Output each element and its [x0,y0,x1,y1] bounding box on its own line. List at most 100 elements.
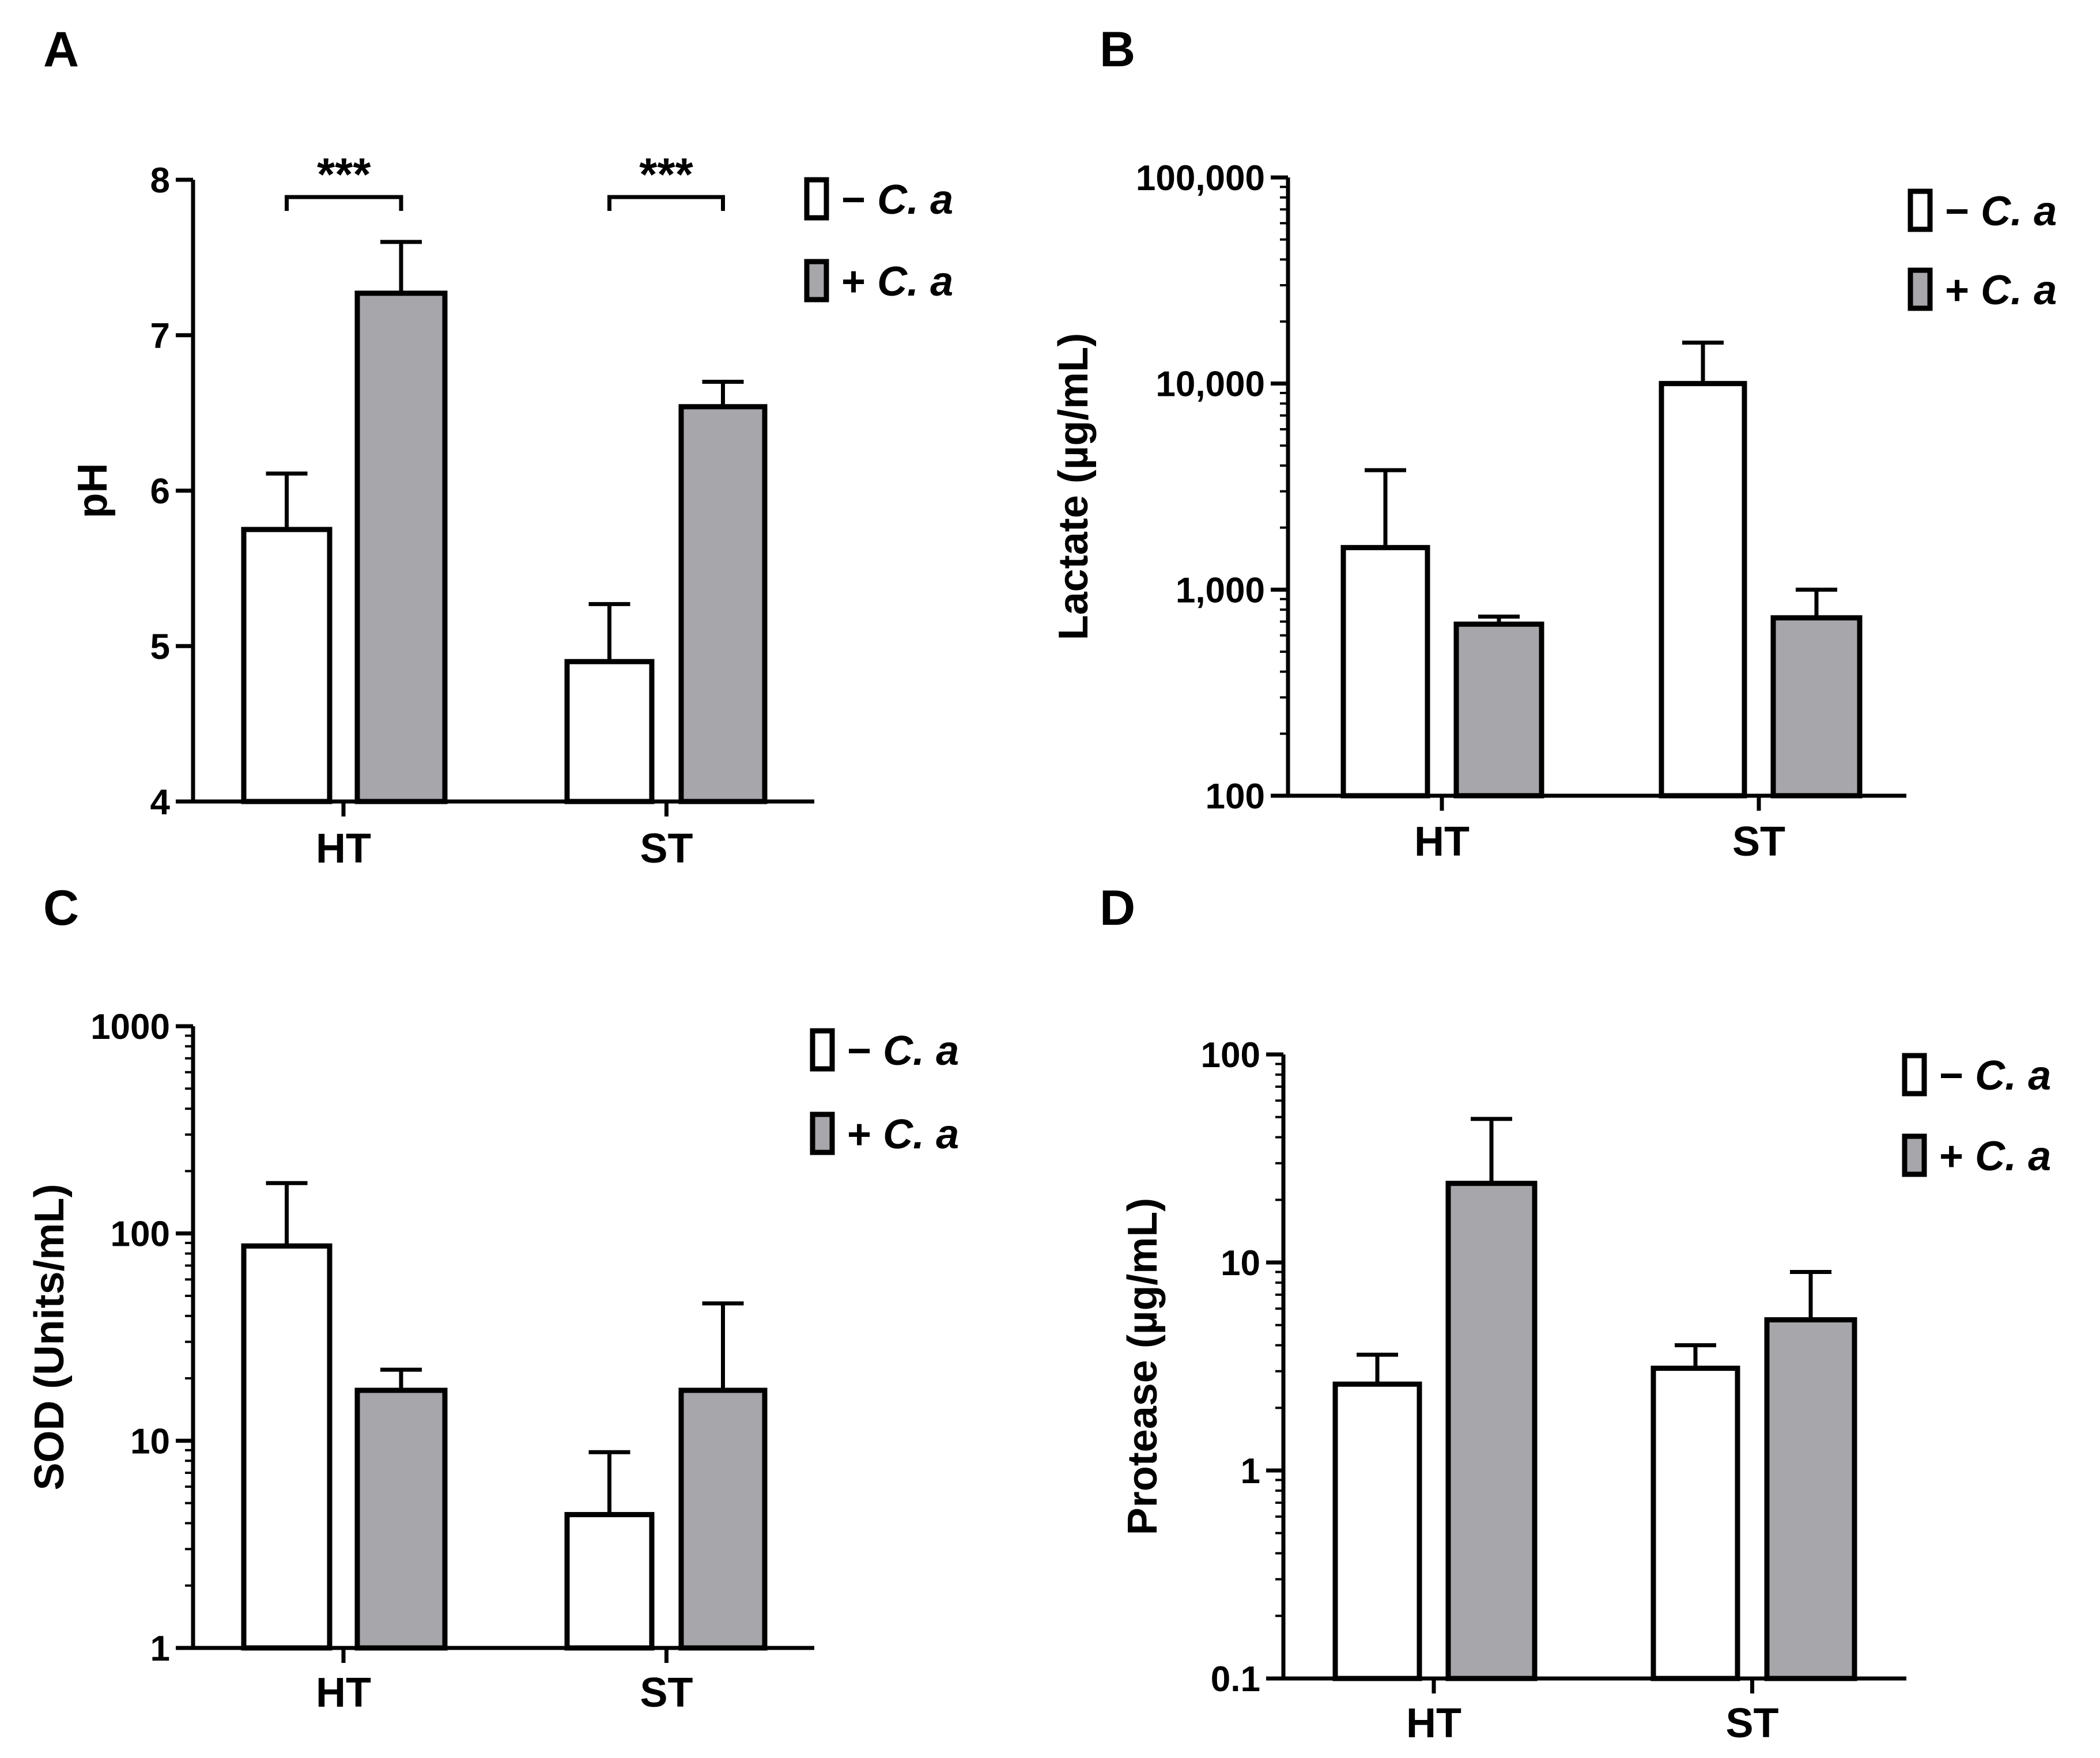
x-tick-label: ST [640,1670,693,1716]
legend-plus-ca: + C. a [810,1111,959,1158]
x-tick-label: ST [1732,819,1785,865]
legend-swatch [1902,1053,1927,1097]
panel-a: A 4 5 6 7 8 pH HT ST *** *** [43,22,814,872]
legend-sign: + [841,259,877,305]
legend-label: − C. a [1939,1053,2051,1099]
significance-label: *** [639,149,693,200]
bar-ht-plus-ca [1453,621,1544,799]
legend-species: C. a [877,259,953,305]
legend: − C. a+ C. a [1902,1053,2051,1179]
x-tick-label: HT [316,826,371,872]
y-axis-title: Lactate (µg/mL) [1051,333,1097,641]
legend-swatch [1908,188,1933,232]
significance-bracket [285,195,403,211]
y-axis-title: SOD (Units/mL) [27,1184,73,1491]
legend: − C. a+ C. a [810,1028,959,1158]
legend-label: − C. a [841,177,953,223]
legend-label: − C. a [1945,188,2057,235]
y-tick-label: 10 [130,1421,170,1461]
y-tick-label: 100 [1201,1035,1260,1075]
x-tick-label: HT [1406,1700,1461,1746]
bar-ht-minus-ca [1340,545,1430,799]
y-tick-label: 10 [1221,1243,1260,1283]
x-tick-label: HT [1414,819,1470,865]
legend-swatch [810,1111,835,1155]
legend-species: C. a [883,1028,959,1074]
legend-species: C. a [1975,1053,2051,1099]
bar-st-plus-ca [1770,615,1863,799]
legend-sign: − [1939,1053,1975,1099]
legend-label: + C. a [847,1111,959,1158]
y-axis-title: Protease (µg/mL) [1120,1198,1166,1536]
x-tick-label: ST [640,826,693,872]
legend-minus-ca: − C. a [1902,1053,2051,1099]
legend-swatch [810,1028,835,1072]
legend-plus-ca: + C. a [1902,1133,2051,1179]
y-axis-title: pH [70,463,116,519]
bar-ht-minus-ca [1332,1381,1422,1681]
y-tick-label: 10,000 [1155,365,1265,404]
bar-st-plus-ca [678,1388,768,1651]
legend-plus-ca: + C. a [804,259,953,305]
legend-species: C. a [1975,1133,2051,1179]
legend-swatch [804,177,829,221]
legend-plus-ca: + C. a [1908,267,2057,313]
legend-label: + C. a [841,259,953,305]
y-tick-label: 8 [150,161,170,201]
bar-ht-plus-ca [354,290,448,804]
x-tick-label: HT [316,1670,371,1716]
y-tick-label: 1 [1241,1451,1260,1491]
bar-st-minus-ca [564,659,655,804]
legend-minus-ca: − C. a [1908,188,2057,235]
bar-st-plus-ca [1764,1317,1857,1681]
bar-ht-plus-ca [1445,1181,1538,1681]
y-tick-label: 0.1 [1211,1659,1260,1699]
panel-letter: C [43,880,79,936]
y-tick-label: 1000 [90,1007,170,1047]
y-tick-label: 100,000 [1136,158,1265,198]
legend-label: − C. a [847,1028,959,1074]
significance-label: *** [317,149,371,200]
bar-ht-plus-ca [354,1388,448,1651]
y-tick-label: 7 [150,316,170,356]
legend-minus-ca: − C. a [810,1028,959,1074]
panel-d: D 0.1 1 10 100 Protease (µg/mL) HT ST [1100,880,1906,1746]
legend-sign: − [841,177,877,223]
bar-st-minus-ca [564,1512,655,1651]
legend-label: + C. a [1945,267,2057,313]
legend-sign: + [1939,1133,1975,1179]
legend-minus-ca: − C. a [804,177,953,223]
legend-species: C. a [877,177,953,223]
panel-letter: D [1100,880,1135,936]
x-tick-label: ST [1725,1700,1778,1746]
legend-sign: + [847,1111,883,1158]
legend-species: C. a [883,1111,959,1158]
y-tick-label: 5 [150,627,170,667]
legend: − C. a+ C. a [804,177,953,305]
legend-species: C. a [1981,188,2057,235]
panel-letter: A [43,22,79,77]
legend: − C. a+ C. a [1908,188,2057,313]
y-tick-label: 1,000 [1176,570,1265,610]
panel-c: C 1 10 100 1000 SOD (Units/mL) HT ST [27,880,814,1716]
legend-species: C. a [1981,267,2057,313]
bar-ht-minus-ca [241,1243,333,1651]
y-tick-label: 1 [150,1629,170,1669]
panel-b: B 100 1,000 10,000 100,000 Lactate (µg/mL) HT S… [1051,22,1906,865]
y-tick-label: 6 [150,472,170,512]
legend-swatch [804,259,829,303]
bar-st-minus-ca [1650,1366,1740,1681]
legend-label: + C. a [1939,1133,2051,1179]
legend-sign: + [1945,267,1981,313]
legend-swatch [1908,267,1933,311]
bar-ht-minus-ca [241,527,333,804]
y-tick-label: 100 [111,1215,170,1254]
legend-sign: − [1945,188,1981,235]
panel-letter: B [1100,22,1135,77]
legend-swatch [1902,1133,1927,1177]
bar-st-minus-ca [1659,381,1747,799]
legend-sign: − [847,1028,883,1074]
significance-bracket [607,195,725,211]
y-tick-label: 100 [1206,777,1265,816]
